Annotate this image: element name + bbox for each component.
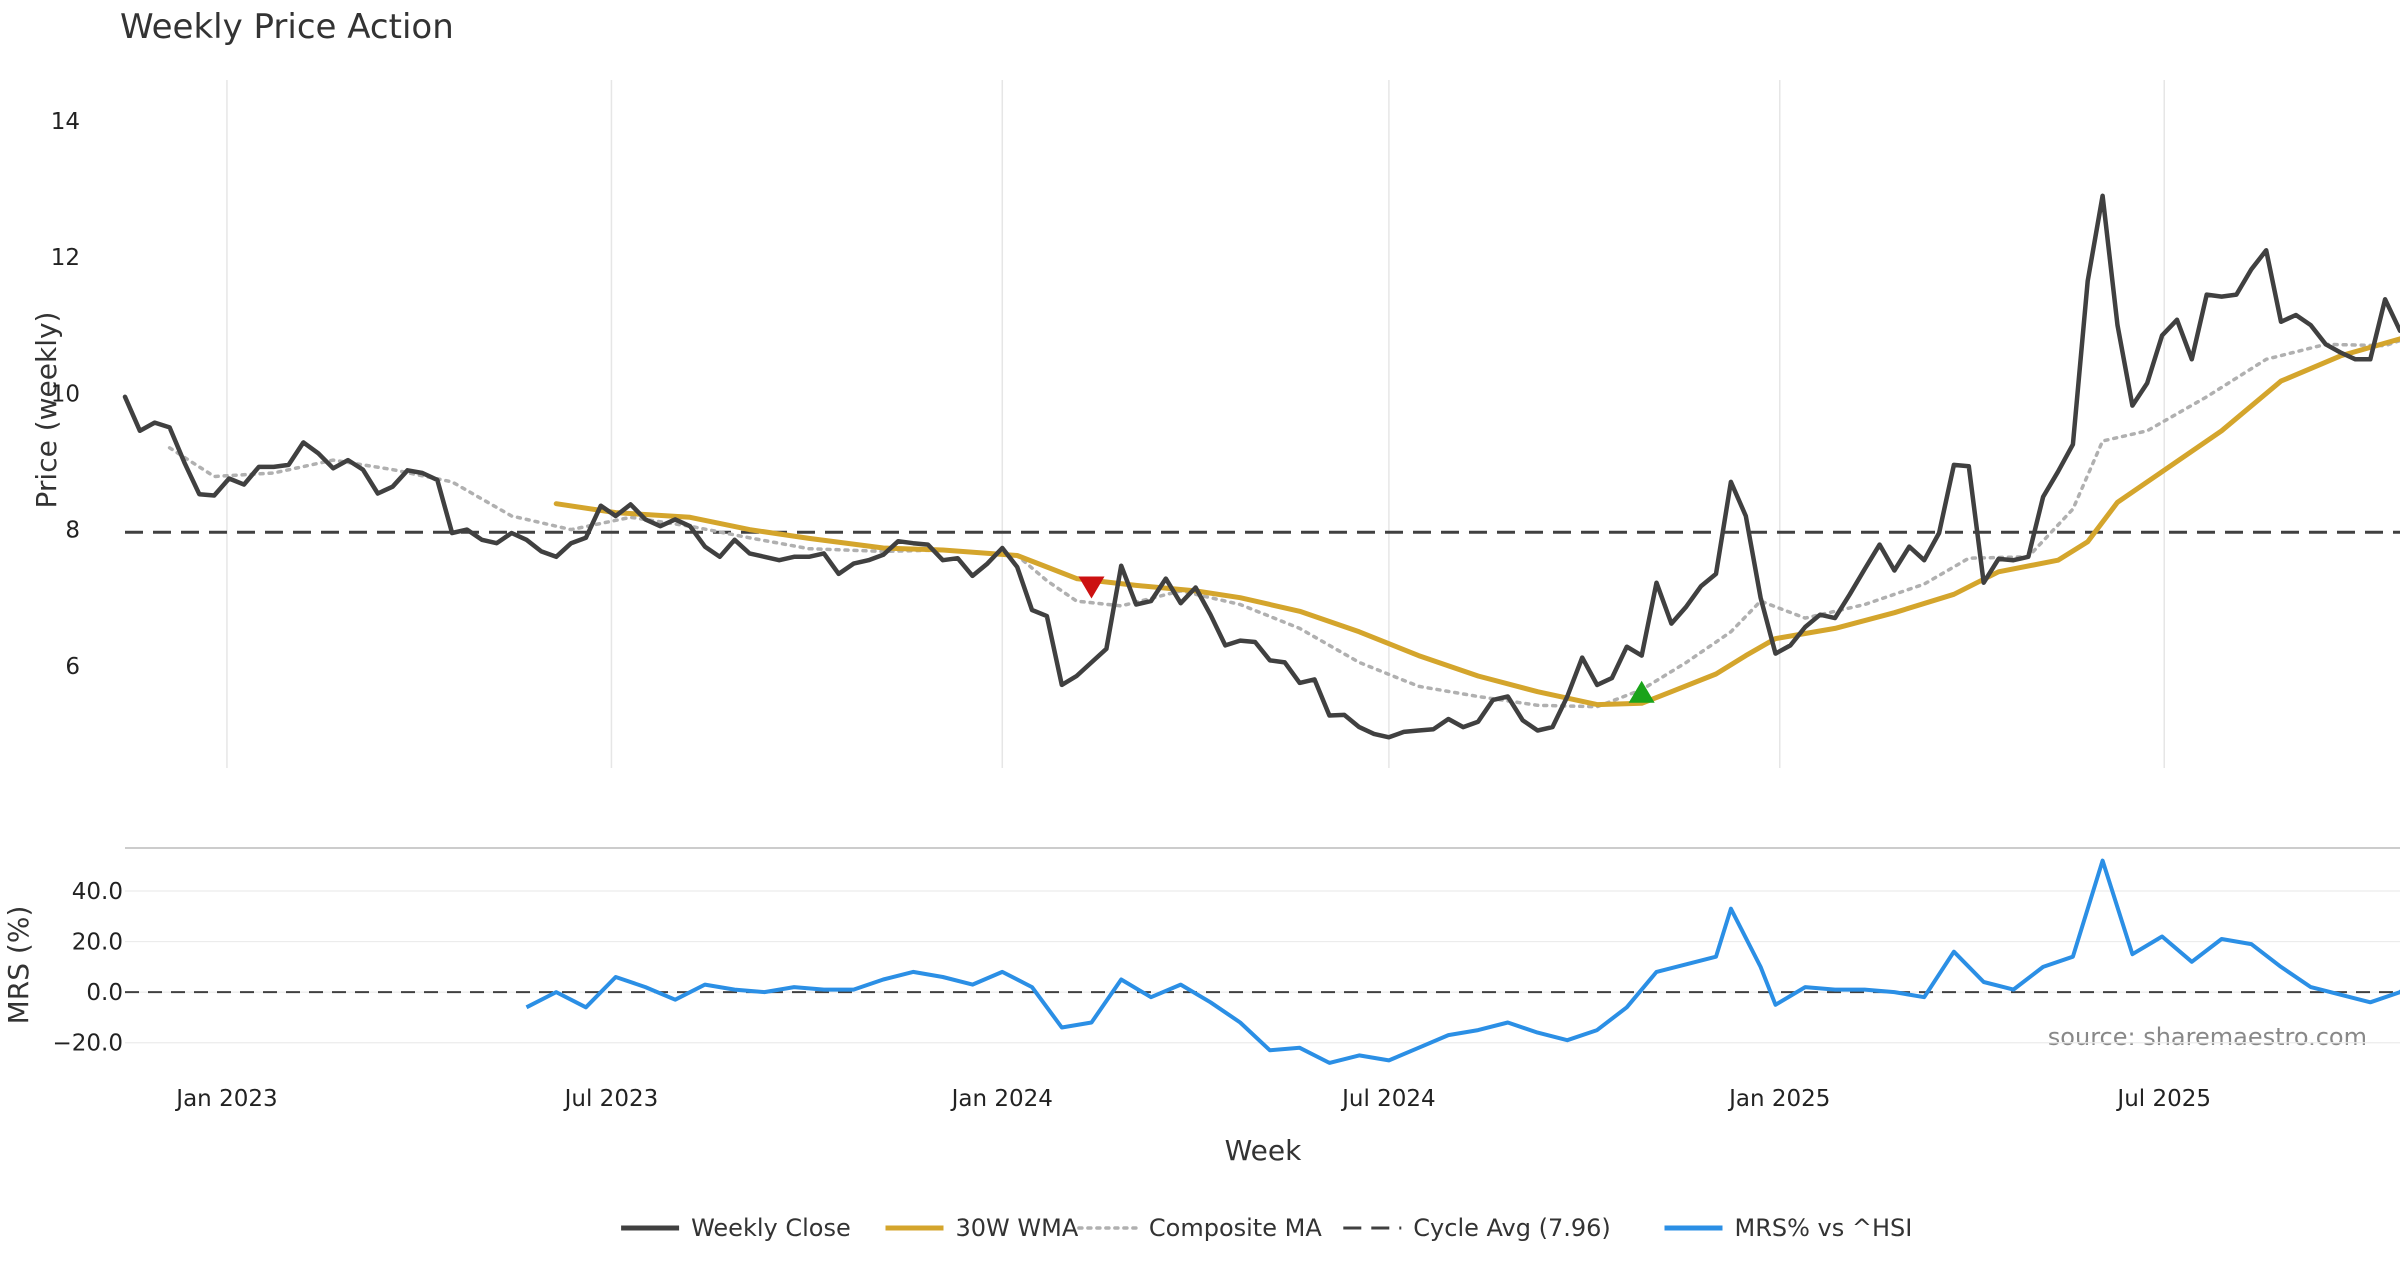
legend-label: Composite MA — [1149, 1214, 1322, 1242]
legend: Weekly Close 30W WMA Composite MA Cycle Avg… — [621, 1214, 1912, 1242]
series-weekly-close — [125, 114, 2400, 737]
x-tick-label: Jul 2025 — [2115, 1086, 2211, 1112]
legend-label: Cycle Avg (7.96) — [1413, 1214, 1610, 1242]
sell-signal-marker — [1079, 576, 1105, 598]
series-layer — [125, 114, 2400, 1063]
legend-label: 30W WMA — [956, 1214, 1079, 1242]
x-tick-label: Jan 2025 — [1727, 1086, 1830, 1112]
x-tick-label: Jan 2023 — [174, 1086, 277, 1112]
legend-label: MRS% vs ^HSI — [1735, 1214, 1913, 1242]
tick-labels: 6 8 10 12 14 −20.0 0.0 20.0 40.0 Jan 2023 Jul 2023… — [51, 109, 2211, 1112]
x-tick-label: Jan 2024 — [950, 1086, 1053, 1112]
price-y-tick-label: 8 — [65, 518, 80, 544]
chart-title: Weekly Price Action — [120, 7, 454, 47]
price-axis-title: Price (weekly) — [30, 312, 63, 509]
mrs-axis-title: MRS (%) — [2, 906, 35, 1025]
mrs-y-tick-label: 40.0 — [72, 879, 123, 905]
x-tick-label: Jul 2023 — [563, 1086, 659, 1112]
mrs-y-tick-label: −20.0 — [53, 1031, 123, 1057]
price-y-tick-label: 10 — [51, 381, 80, 407]
price-y-tick-label: 12 — [51, 245, 80, 271]
x-tick-label: Jul 2024 — [1340, 1086, 1436, 1112]
mrs-y-tick-label: 0.0 — [86, 980, 123, 1006]
source-annotation: source: sharemaestro.com — [2048, 1023, 2367, 1051]
legend-label: Weekly Close — [691, 1214, 851, 1242]
price-y-tick-label: 14 — [51, 109, 80, 135]
x-axis-title: Week — [1225, 1134, 1302, 1167]
mrs-y-tick-label: 20.0 — [72, 930, 123, 956]
price-y-tick-label: 6 — [65, 654, 80, 680]
series-composite-ma — [170, 295, 2400, 707]
